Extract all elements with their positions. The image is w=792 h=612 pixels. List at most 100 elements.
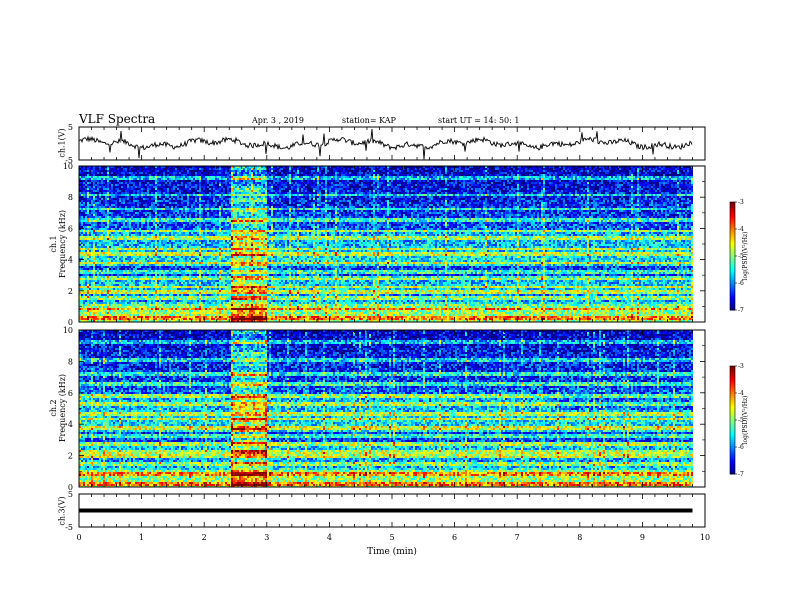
spectrogram-cell <box>201 238 203 240</box>
spectrogram-cell <box>181 284 183 286</box>
spectrogram-cell <box>155 278 157 280</box>
spectrogram-cell <box>183 260 185 262</box>
spectrogram-cell <box>165 314 167 316</box>
spectrogram-cell <box>85 240 87 242</box>
spectrogram-cell <box>171 298 173 300</box>
spectrogram-cell <box>193 304 195 306</box>
spectrogram-cell <box>135 236 137 238</box>
spectrogram-cell <box>163 196 165 198</box>
spectrogram-cell <box>173 202 175 204</box>
spectrogram-cell <box>79 296 81 298</box>
spectrogram-cell <box>189 260 191 262</box>
spectrogram-cell <box>167 266 169 268</box>
spectrogram-cell <box>167 240 169 242</box>
spectrogram-cell <box>177 172 179 174</box>
spectrogram-cell <box>153 182 155 184</box>
spectrogram-cell <box>147 246 149 248</box>
spectrogram-cell <box>121 270 123 272</box>
spectrogram-cell <box>89 216 91 218</box>
spectrogram-cell <box>109 282 111 284</box>
spectrogram-cell <box>101 180 103 182</box>
spectrogram-cell <box>111 200 113 202</box>
spectrogram-cell <box>79 248 81 250</box>
spectrogram-cell <box>173 252 175 254</box>
spectrogram-cell <box>135 190 137 192</box>
spectrogram-cell <box>201 226 203 228</box>
spectrogram-cell <box>149 298 151 300</box>
spectrogram-cell <box>157 230 159 232</box>
spectrogram-cell <box>113 226 115 228</box>
spectrogram-cell <box>101 232 103 234</box>
spectrogram-cell <box>125 172 127 174</box>
spectrogram-cell <box>97 236 99 238</box>
spectrogram-cell <box>111 258 113 260</box>
spectrogram-cell <box>137 296 139 298</box>
spectrogram-cell <box>113 270 115 272</box>
spectrogram-cell <box>169 240 171 242</box>
spectrogram-cell <box>105 230 107 232</box>
spectrogram-cell <box>145 270 147 272</box>
spectrogram-cell <box>151 304 153 306</box>
spectrogram-cell <box>175 312 177 314</box>
spectrogram-cell <box>87 266 89 268</box>
spectrogram-cell <box>165 290 167 292</box>
spectrogram-cell <box>131 168 133 170</box>
spectrogram-cell <box>165 246 167 248</box>
spectrogram-cell <box>87 198 89 200</box>
spectrogram-cell <box>85 214 87 216</box>
spectrogram-cell <box>121 194 123 196</box>
spectrogram-cell <box>101 190 103 192</box>
spectrogram-cell <box>93 230 95 232</box>
spectrogram-cell <box>103 172 105 174</box>
spectrogram-cell <box>171 238 173 240</box>
spectrogram-cell <box>133 238 135 240</box>
spectrogram-cell <box>127 206 129 208</box>
spectrogram-cell <box>189 268 191 270</box>
spectrogram-cell <box>163 286 165 288</box>
spectrogram-cell <box>161 264 163 266</box>
spectrogram-cell <box>149 280 151 282</box>
spectrogram-cell <box>187 306 189 308</box>
spectrogram-cell <box>163 262 165 264</box>
spectrogram-cell <box>93 250 95 252</box>
spectrogram-cell <box>133 226 135 228</box>
spectrogram-cell <box>159 216 161 218</box>
spectrogram-cell <box>89 290 91 292</box>
spectrogram-cell <box>87 216 89 218</box>
spectrogram-cell <box>149 284 151 286</box>
spectrogram-cell <box>119 238 121 240</box>
spectrogram-cell <box>161 298 163 300</box>
spectrogram-cell <box>143 214 145 216</box>
spectrogram-cell <box>169 210 171 212</box>
spectrogram-cell <box>183 166 185 168</box>
spectrogram-cell <box>201 232 203 234</box>
spectrogram-cell <box>151 234 153 236</box>
spectrogram-cell <box>201 258 203 260</box>
spectrogram-cell <box>87 302 89 304</box>
spectrogram-cell <box>115 318 117 320</box>
spectrogram-cell <box>135 280 137 282</box>
spectrogram-cell <box>173 286 175 288</box>
spectrogram-cell <box>193 200 195 202</box>
spectrogram-cell <box>109 292 111 294</box>
spectrogram-cell <box>145 176 147 178</box>
spectrogram-cell <box>99 248 101 250</box>
spectrogram-cell <box>175 234 177 236</box>
spectrogram-cell <box>187 240 189 242</box>
spectrogram-cell <box>173 294 175 296</box>
spectrogram-cell <box>189 298 191 300</box>
spectrogram-cell <box>123 246 125 248</box>
spectrogram-cell <box>117 280 119 282</box>
spectrogram-cell <box>181 266 183 268</box>
spectrogram-cell <box>121 174 123 176</box>
spectrogram-cell <box>79 230 81 232</box>
spectrogram-cell <box>201 318 203 320</box>
spectrogram-cell <box>191 304 193 306</box>
spectrogram-cell <box>201 202 203 204</box>
spectrogram-cell <box>105 216 107 218</box>
spectrogram-cell <box>117 284 119 286</box>
spectrogram-cell <box>185 236 187 238</box>
spectrogram-cell <box>97 172 99 174</box>
spectrogram-cell <box>97 280 99 282</box>
spectrogram-cell <box>79 256 81 258</box>
